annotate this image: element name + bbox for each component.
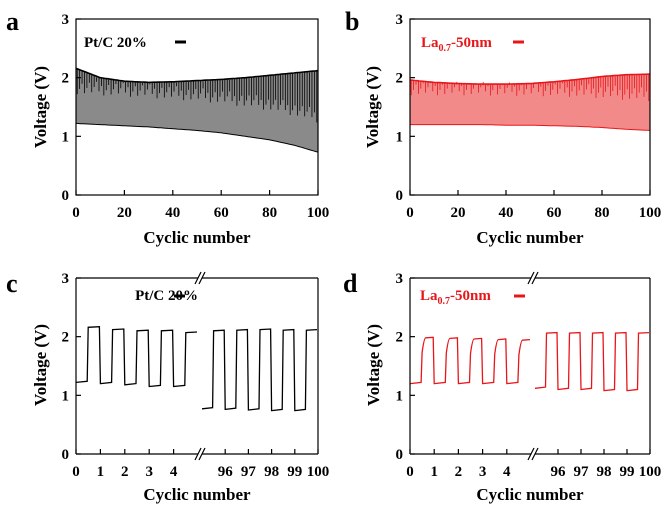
c-x-tick-label: 4	[170, 464, 178, 480]
d-x-tick-label: 1	[430, 464, 438, 480]
legend-text-c: Pt/C 20%	[135, 288, 198, 304]
c-axis-break-mark-top	[194, 271, 202, 285]
b-x-tick-label: 20	[451, 205, 466, 221]
a-y-tick-label: 3	[62, 12, 70, 28]
x-axis-label-a: Cyclic number	[143, 228, 251, 247]
d-x-tick-label: 100	[639, 464, 662, 480]
legend-text-a: Pt/C 20%	[84, 35, 147, 51]
d-x-tick-label: 98	[597, 464, 612, 480]
b-x-tick-label: 40	[499, 205, 514, 221]
d-y-tick-label: 2	[396, 330, 404, 346]
c-x-tick-label: 100	[307, 464, 330, 480]
c-axis-break-mark-top	[198, 271, 206, 285]
c-x-tick-label: 3	[145, 464, 153, 480]
d-axis-break-mark-top	[531, 271, 539, 285]
b-y-tick-label: 3	[396, 12, 404, 28]
b-charge-envelope	[410, 73, 650, 85]
legend-text-b-sub: 0.7	[439, 43, 452, 54]
b-y-tick-label: 2	[396, 71, 404, 87]
y-axis-label-a: Voltage (V)	[31, 66, 50, 148]
b-x-tick-label: 60	[547, 205, 562, 221]
a-y-tick-label: 1	[62, 129, 70, 145]
c-x-tick-label: 96	[218, 464, 234, 480]
d-y-tick-label: 3	[396, 271, 404, 287]
y-axis-label-b: Voltage (V)	[363, 66, 382, 148]
b-y-tick-label: 0	[396, 188, 404, 204]
c-x-tick-label: 2	[121, 464, 129, 480]
b-band	[410, 74, 650, 131]
d-y-tick-label: 1	[396, 388, 404, 404]
d-trace-late	[535, 331, 650, 392]
panel-label-b: b	[345, 7, 359, 36]
c-x-tick-label: 98	[264, 464, 279, 480]
a-y-tick-label: 0	[62, 188, 70, 204]
legend-text-d-sub: 0.7	[438, 296, 451, 307]
d-trace-early	[410, 336, 531, 385]
b-x-tick-label: 0	[406, 205, 414, 221]
a-x-tick-label: 60	[214, 205, 229, 221]
c-y-tick-label: 2	[62, 330, 70, 346]
c-x-tick-label: 0	[72, 464, 80, 480]
b-x-tick-label: 100	[639, 205, 662, 221]
plot-frame-b	[409, 18, 651, 196]
a-x-tick-label: 80	[262, 205, 277, 221]
b-x-tick-label: 80	[595, 205, 610, 221]
d-x-tick-label: 0	[406, 464, 414, 480]
d-x-tick-label: 2	[455, 464, 463, 480]
panel-label-d: d	[343, 269, 358, 298]
c-axis-break-mark-bottom	[194, 447, 202, 461]
d-y-tick-label: 0	[396, 447, 404, 463]
c-trace-early	[76, 326, 198, 388]
b-discharge-envelope	[410, 124, 650, 131]
c-trace-late	[202, 328, 318, 412]
x-axis-label-b: Cyclic number	[476, 228, 584, 247]
d-x-tick-label: 3	[479, 464, 487, 480]
a-x-tick-label: 20	[117, 205, 132, 221]
legend-text-d: La0.7-50nm	[420, 288, 491, 307]
legend-text-b-rest: -50nm	[451, 35, 492, 51]
d-x-tick-label: 97	[574, 464, 590, 480]
a-discharge-envelope	[76, 122, 318, 153]
a-x-tick-label: 40	[165, 205, 180, 221]
legend-text-d-main: La	[420, 288, 438, 304]
b-y-tick-label: 1	[396, 129, 404, 145]
d-x-tick-label: 99	[620, 464, 635, 480]
y-axis-label-c: Voltage (V)	[31, 324, 50, 406]
d-axis-break-mark-bottom	[527, 447, 535, 461]
legend-text-b-main: La	[421, 35, 439, 51]
c-y-tick-label: 0	[62, 447, 70, 463]
panel-label-c: c	[6, 269, 18, 298]
d-axis-break-mark-top	[527, 271, 535, 285]
legend-text-b: La0.7-50nm	[421, 35, 492, 54]
a-band	[76, 68, 318, 153]
a-x-tick-label: 100	[307, 205, 330, 221]
plot-frame-a	[75, 18, 319, 196]
d-x-tick-label: 4	[503, 464, 511, 480]
a-charge-envelope	[76, 67, 318, 84]
c-y-tick-label: 1	[62, 388, 70, 404]
a-y-tick-label: 2	[62, 71, 70, 87]
d-x-tick-label: 96	[551, 464, 567, 480]
x-axis-label-c: Cyclic number	[143, 485, 251, 504]
panel-label-a: a	[6, 7, 19, 36]
legend-text-d-rest: -50nm	[450, 288, 491, 304]
c-x-tick-label: 99	[287, 464, 302, 480]
c-x-tick-label: 97	[241, 464, 257, 480]
y-axis-label-d: Voltage (V)	[364, 324, 383, 406]
c-y-tick-label: 3	[62, 271, 70, 287]
panel-b: b 0 20 40 60 80 100 0 1 2 3 La0.7-50nm Voltage (V…	[345, 7, 661, 247]
x-axis-label-d: Cyclic number	[476, 485, 584, 504]
c-axis-break-mark-bottom	[198, 447, 206, 461]
c-x-tick-label: 1	[97, 464, 105, 480]
a-x-tick-label: 0	[72, 205, 80, 221]
d-axis-break-mark-bottom	[531, 447, 539, 461]
